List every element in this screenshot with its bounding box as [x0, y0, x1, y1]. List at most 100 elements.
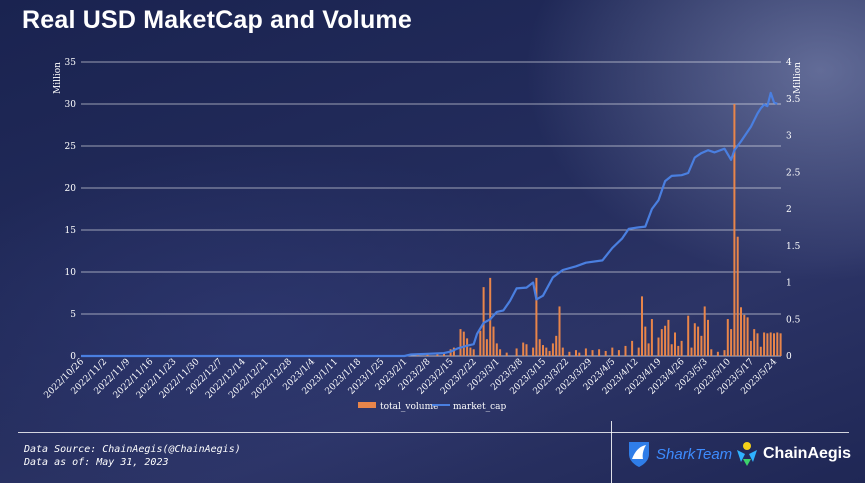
volume-bar: [584, 348, 587, 356]
volume-bar: [749, 340, 752, 356]
volume-bar: [670, 344, 673, 356]
right-tick-label: 0.5: [786, 315, 801, 325]
market-cap-line: [81, 91, 778, 358]
left-axis-unit: Million: [53, 62, 63, 94]
legend-market-cap-label: market_cap: [453, 402, 507, 412]
legend-volume-swatch: [358, 402, 376, 408]
volume-bar: [723, 350, 726, 356]
volume-bar: [624, 345, 627, 356]
right-tick-label: 2.5: [786, 168, 801, 178]
volume-bar: [759, 346, 762, 356]
volume-bar: [617, 350, 620, 356]
volume-bar: [753, 329, 756, 356]
volume-bar: [743, 314, 746, 356]
volume-bar: [598, 349, 601, 356]
volume-bar: [693, 323, 696, 356]
market-cap-line-group: [81, 91, 778, 358]
volume-bar: [568, 351, 571, 356]
volume-bar: [746, 317, 749, 356]
data-source-note: Data Source: ChainAegis(@ChainAegis) Dat…: [24, 443, 241, 469]
sharkteam-wordmark: SharkTeam: [656, 445, 733, 463]
volume-bar: [773, 333, 775, 356]
chart-title: Real USD MaketCap and Volume: [22, 6, 412, 34]
left-tick-label: 20: [65, 184, 77, 194]
volume-bar: [769, 332, 772, 356]
right-tick-label: 3.5: [786, 95, 801, 105]
volume-bar: [644, 326, 647, 356]
volume-bar: [495, 343, 498, 356]
volume-bar: [660, 329, 663, 356]
shark-fin-icon: [629, 442, 649, 467]
volume-bar: [700, 335, 703, 356]
volume-bar: [690, 347, 693, 356]
volume-bar: [466, 338, 469, 356]
right-tick-label: 3: [786, 132, 792, 142]
volume-bar: [680, 340, 683, 356]
right-tick-label: 0: [786, 352, 792, 362]
volume-bar: [591, 350, 594, 356]
volume-bar: [637, 347, 640, 356]
volume-bar: [525, 344, 528, 356]
footer-divider: [18, 432, 849, 433]
volume-bar: [604, 350, 607, 356]
volume-bar: [462, 331, 465, 356]
right-tick-label: 1.5: [786, 242, 801, 252]
volume-bar: [561, 347, 564, 356]
volume-bar: [766, 333, 769, 356]
volume-bar: [710, 349, 713, 356]
volume-bar: [542, 345, 544, 356]
footer-separator: [611, 421, 612, 483]
data-source-line: Data Source: ChainAegis(@ChainAegis): [24, 444, 241, 455]
volume-bar: [532, 347, 535, 356]
volume-bar: [677, 345, 680, 356]
volume-bar: [650, 319, 653, 356]
volume-bar: [472, 349, 475, 356]
volume-bar: [522, 342, 525, 356]
volume-bar: [664, 325, 667, 356]
x-axis-ticks: 2022/10/262022/11/22022/11/92022/11/1620…: [42, 357, 779, 401]
legend: total_volume market_cap: [358, 402, 507, 412]
volume-bar: [736, 236, 739, 356]
volume-bar: [492, 326, 495, 356]
volume-bar: [548, 350, 551, 356]
sharkteam-logo: SharkTeam: [626, 440, 732, 468]
gridlines: [81, 61, 781, 357]
volume-bar: [740, 307, 742, 356]
volume-bar: [687, 315, 690, 356]
left-tick-label: 0: [70, 352, 76, 362]
left-tick-label: 10: [65, 268, 77, 278]
right-tick-label: 1: [786, 279, 792, 289]
chainaegis-wordmark: ChainAegis: [763, 445, 852, 462]
volume-bar: [479, 330, 482, 356]
left-tick-label: 25: [65, 142, 77, 152]
volume-bar: [515, 348, 518, 356]
volume-bar: [779, 333, 782, 356]
right-tick-label: 2: [786, 205, 792, 215]
chart-area: 0 5 10 15 20 25 30 35 0 0.5 1 1.5 2 2.5 3 3.5 4 2022/10…: [42, 58, 803, 412]
volume-bar: [551, 343, 554, 356]
volume-bar: [535, 277, 538, 356]
left-tick-label: 5: [70, 310, 76, 320]
volume-bar: [716, 351, 719, 356]
volume-bar: [703, 306, 706, 356]
volume-bar: [469, 347, 472, 356]
volume-bar: [452, 347, 455, 356]
volume-bar: [657, 337, 660, 356]
data-asof-line: Data as of: May 31, 2023: [24, 457, 169, 468]
volume-bar: [485, 339, 488, 356]
volume-bar: [578, 352, 581, 356]
volume-bar: [505, 352, 508, 356]
volume-bar: [730, 329, 733, 356]
volume-bar: [647, 343, 650, 356]
right-axis-unit: Million: [793, 62, 803, 94]
volume-bar: [733, 104, 736, 356]
chainaegis-icon: [737, 442, 757, 466]
left-tick-label: 15: [65, 226, 77, 236]
right-axis-ticks: 0 0.5 1 1.5 2 2.5 3 3.5 4: [786, 58, 801, 362]
volume-bar: [707, 319, 709, 356]
volume-bar: [674, 332, 676, 356]
right-tick-label: 4: [786, 58, 792, 68]
legend-volume-label: total_volume: [380, 402, 438, 412]
volume-bar: [611, 347, 614, 356]
left-tick-label: 35: [65, 58, 77, 68]
